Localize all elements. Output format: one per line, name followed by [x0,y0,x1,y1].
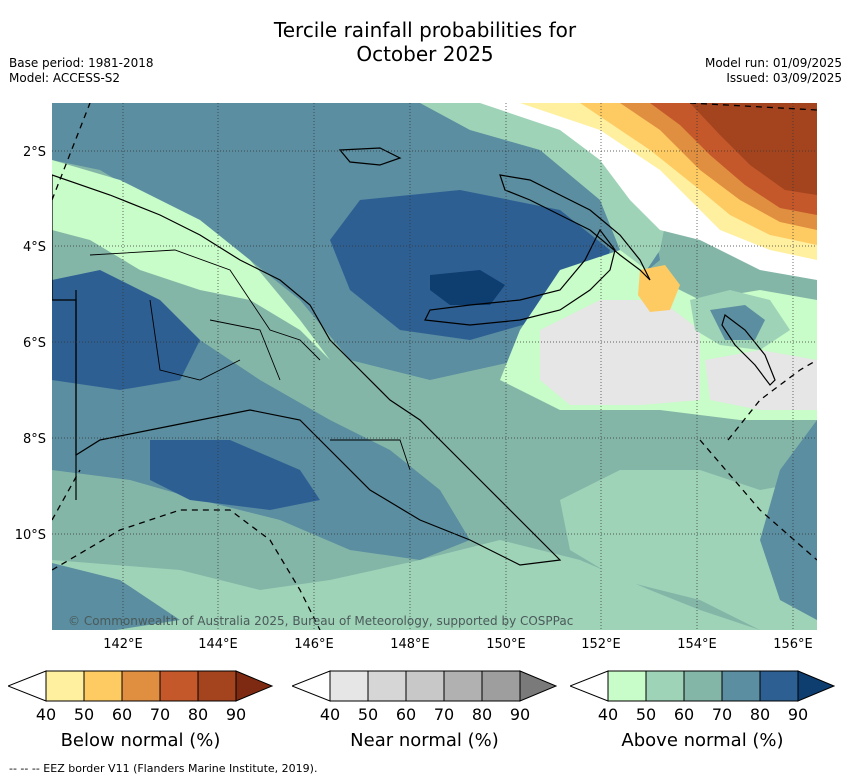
colorbar-right-arrow [519,670,557,702]
above-80-west [52,270,200,390]
title-line-1: Tercile rainfall probabilities for [273,18,577,42]
lat-label: 10°S [15,528,46,543]
colorbar-segment [645,670,685,702]
land-outline-new-britain [424,228,616,326]
colorbar-right-arrow [235,670,274,702]
colorbar-left-arrow [570,670,609,702]
land-outline-manus [338,147,402,166]
colorbar-tick-label: 70 [711,705,733,724]
above-70-east-island [710,305,765,340]
colorbar-tick-label: 90 [509,705,531,724]
lon-labels: 142°E 144°E 146°E 148°E 150°E 152°E 154°… [103,637,813,652]
colorbar-tick-label: 50 [357,705,379,724]
colorbar-tick-label: 70 [149,705,171,724]
colorbar-tick-label: 70 [433,705,455,724]
colorbar-segment [121,670,161,702]
land-outline-main [52,174,562,566]
above-70-se [760,420,817,620]
lon-label: 148°E [390,637,430,652]
colorbar-tick-label: 40 [35,705,57,724]
colorbar-tick-label: 80 [471,705,493,724]
map-title: Tercile rainfall probabilities for Octob… [0,18,850,66]
below-normal-label: Below normal (%) [60,730,221,751]
lat-labels: 2°S 4°S 6°S 8°S 10°S [15,145,46,543]
near-normal-label: Near normal (%) [350,730,499,751]
colorbar-tick-label: 50 [635,705,657,724]
colorbar-tick-label: 50 [73,705,95,724]
colorbar-segment [443,670,483,702]
copyright-note: © Commonwealth of Australia 2025, Bureau… [68,614,574,628]
colorbar-segment [759,670,799,702]
colorbar-segment [367,670,407,702]
gridlines [52,103,817,630]
colorbar-tick-label: 40 [597,705,619,724]
lat-label: 6°S [23,336,46,351]
lon-label: 142°E [103,637,143,652]
land-outline-bougainville [721,314,776,386]
colorbar-left-arrow [292,670,331,702]
lon-label: 144°E [198,637,238,652]
colorbar-segment [83,670,123,702]
colorbar-tick-label: 60 [673,705,695,724]
above-80-south [150,440,320,510]
colorbar-segment [481,670,521,702]
near-normal-far-east [705,350,817,410]
lon-label: 154°E [677,637,717,652]
above-40-band [52,160,330,360]
colorbar-tick-label: 60 [395,705,417,724]
meta-right: Model run: 01/09/2025 Issued: 03/09/2025 [705,56,842,86]
above-70-sw [52,563,180,630]
above-normal-label: Above normal (%) [621,730,784,751]
eez-border [52,103,817,630]
map-plot-area [52,103,817,630]
issued-date: Issued: 03/09/2025 [726,71,842,85]
colorbar-tick-label: 40 [319,705,341,724]
title-line-2: October 2025 [356,42,494,66]
colorbar-segment [721,670,761,702]
model-run: Model run: 01/09/2025 [704,56,842,70]
land-outline-new-ireland [499,174,651,281]
colorbar-segment [683,670,723,702]
colorbar-below [8,670,274,702]
colorbar-tick-label: 90 [787,705,809,724]
above-90-core [430,270,505,305]
colorbar-tick-label: 80 [187,705,209,724]
province-borders [89,249,411,471]
below-80 [690,103,817,195]
colorbar-segment [405,670,445,702]
lon-label: 150°E [486,637,526,652]
above-50-se-sea [560,470,817,630]
colorbar-segment [197,670,237,702]
near-normal-east [540,300,700,405]
eez-footer-note: -- -- -- EEZ border V11 (Flanders Marine… [9,762,318,775]
colorbar-left-arrow [8,670,47,702]
lat-label: 8°S [23,432,46,447]
colorbar-tick-label: 60 [111,705,133,724]
colorbar-near [292,670,557,702]
colorbar-tick-label: 80 [749,705,771,724]
colorbar-above [570,670,835,702]
colorbar-right-arrow [797,670,835,702]
lat-label: 2°S [23,145,46,160]
lon-label: 156°E [773,637,813,652]
colorbar-tick-label: 90 [225,705,247,724]
colorbar-segment [329,670,369,702]
base-period: Base period: 1981-2018 [9,56,154,70]
model-name: Model: ACCESS-S2 [9,71,121,85]
above-50-south-sea [52,540,760,630]
lat-label: 4°S [23,240,46,255]
meta-left: Base period: 1981-2018 Model: ACCESS-S2 [9,56,154,86]
lon-label: 152°E [581,637,621,652]
colorbar-segment [45,670,85,702]
lon-label: 146°E [294,637,334,652]
colorbar-segment [607,670,647,702]
colorbar-segment [159,670,199,702]
